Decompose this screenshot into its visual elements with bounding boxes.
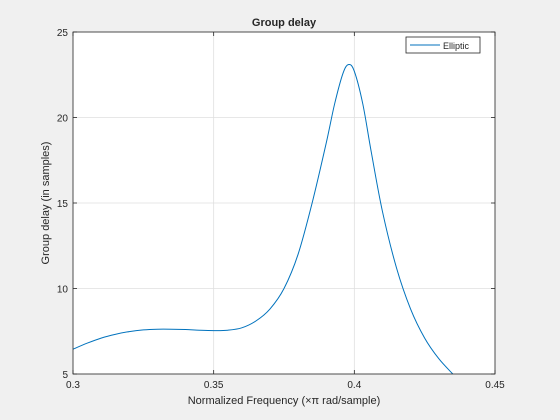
y-tick-label: 10 xyxy=(57,285,69,296)
legend: Elliptic xyxy=(405,36,481,54)
y-tick-label: 20 xyxy=(57,114,69,125)
series-group xyxy=(73,63,454,374)
axis-ticks xyxy=(72,31,496,375)
y-tick-label: 5 xyxy=(62,370,68,381)
y-tick-label: 25 xyxy=(57,28,69,39)
x-tick-label: 0.35 xyxy=(204,380,224,391)
x-tick-label: 0.45 xyxy=(485,380,505,391)
y-axis-label: Group delay (in samples) xyxy=(40,142,52,265)
tick-labels: 0.3 0.35 0.4 0.45 5 10 15 20 25 xyxy=(57,28,505,391)
legend-box xyxy=(405,36,481,54)
x-tick-label: 0.4 xyxy=(347,380,361,391)
x-tick-label: 0.3 xyxy=(66,380,80,391)
chart-title: Group delay xyxy=(252,17,317,29)
series-line-elliptic xyxy=(73,63,454,374)
x-axis-label: Normalized Frequency (×π rad/sample) xyxy=(188,395,381,407)
y-tick-label: 15 xyxy=(57,199,69,210)
legend-label-elliptic: Elliptic xyxy=(443,41,470,51)
